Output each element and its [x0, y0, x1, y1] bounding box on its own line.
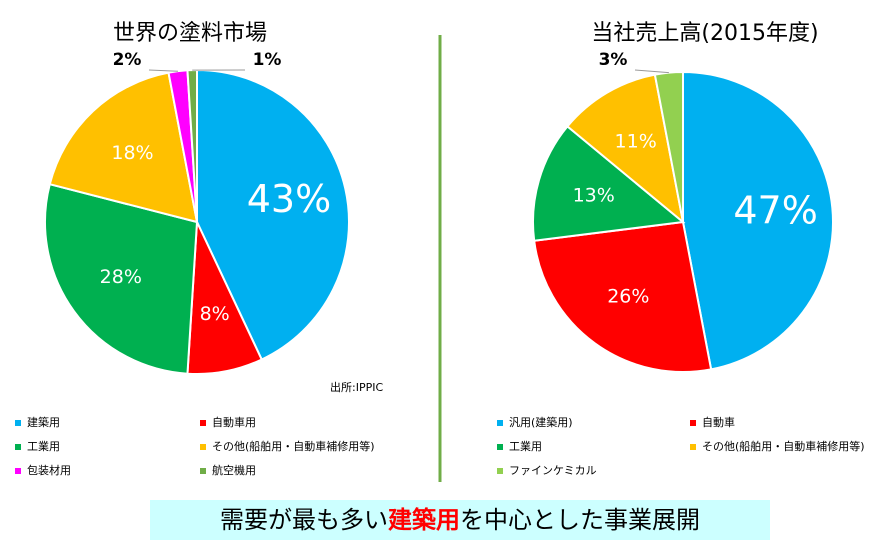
banner: 需要が最も多い建築用を中心とした事業展開: [220, 506, 700, 534]
legend-swatch: [15, 444, 21, 450]
banner-highlight: 建築用: [388, 506, 460, 534]
chart-title: 世界の塗料市場: [113, 21, 267, 46]
legend-label: 自動車: [702, 415, 735, 429]
legend-label: 工業用: [509, 440, 542, 453]
legend-label: 建築用: [27, 415, 60, 429]
data-label: 1%: [253, 50, 282, 70]
legend-swatch: [690, 420, 696, 426]
data-label: 11%: [615, 130, 657, 152]
pie-slice: [682, 70, 834, 371]
pie-slice: [48, 71, 199, 224]
data-label: 3%: [599, 50, 628, 70]
legend-swatch: [200, 468, 206, 474]
legend-swatch: [497, 468, 503, 474]
legend-swatch: [15, 420, 21, 426]
data-label: 8%: [200, 303, 230, 325]
pie-slice: [532, 124, 686, 242]
data-label: 26%: [607, 286, 649, 308]
banner-text: を中心とした事業展開: [460, 506, 700, 534]
banner-text: 需要が最も多い: [220, 506, 388, 534]
leader-line: [148, 69, 178, 72]
legend-label: 自動車用: [212, 415, 256, 429]
data-label: 2%: [113, 50, 142, 70]
legend-swatch: [200, 444, 206, 450]
leader-line: [634, 69, 669, 74]
pie-slice: [196, 68, 350, 361]
legend-swatch: [15, 468, 21, 474]
legend-label: ファインケミカル: [509, 464, 597, 477]
legend-label: その他(船舶用・自動車補修用等): [212, 439, 375, 453]
chart-title: 当社売上高(2015年度): [591, 21, 818, 46]
pie-slice: [533, 220, 713, 373]
legend-label: 汎用(建築用): [509, 415, 573, 429]
legend-swatch: [497, 444, 503, 450]
data-label: 28%: [100, 266, 142, 288]
legend-label: 工業用: [27, 440, 60, 453]
source-note: 出所:IPPIC: [330, 380, 383, 394]
pie-slice: [653, 70, 684, 223]
pie-slice: [44, 182, 199, 375]
legend-label: 包装材用: [27, 463, 71, 477]
data-label: 18%: [111, 142, 153, 164]
pie-slice: [566, 73, 685, 225]
banner-box: [150, 500, 770, 540]
data-label: 47%: [733, 189, 817, 233]
legend-swatch: [200, 420, 206, 426]
data-label: 13%: [573, 185, 615, 207]
legend-swatch: [690, 444, 696, 450]
legend-label: その他(船舶用・自動車補修用等): [702, 439, 865, 453]
legend-swatch: [497, 420, 503, 426]
data-label: 43%: [247, 177, 331, 221]
legend-label: 航空機用: [212, 463, 256, 477]
